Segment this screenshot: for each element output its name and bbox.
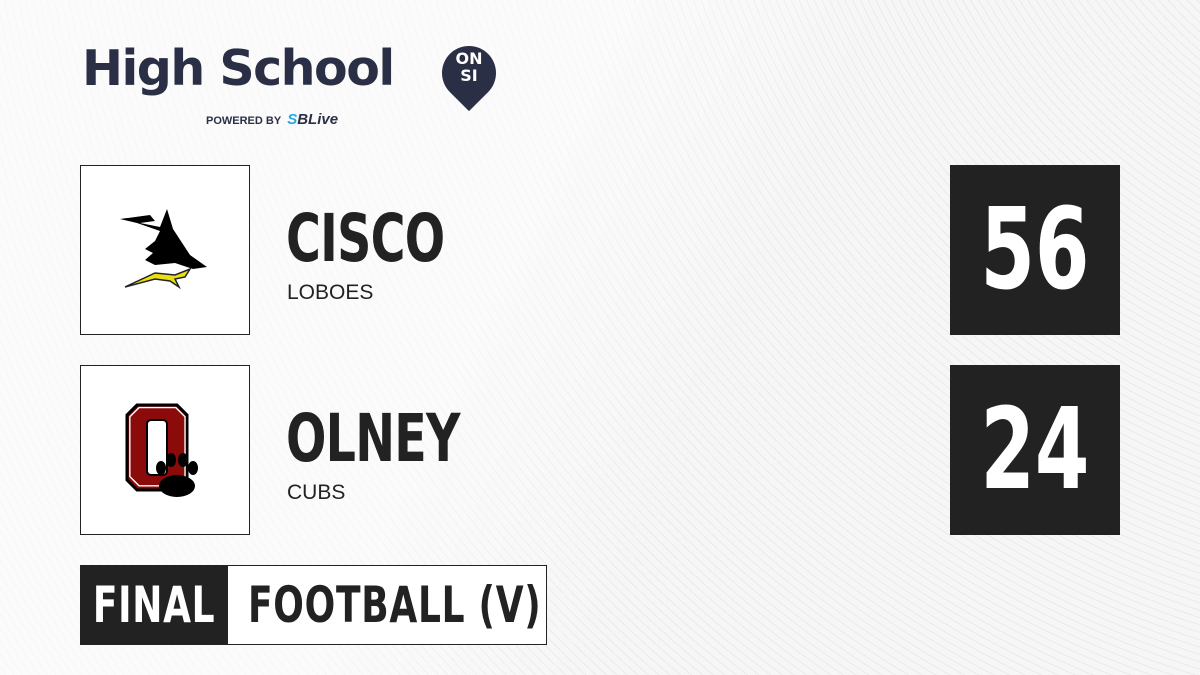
team-mascot: CUBS bbox=[287, 481, 346, 504]
powered-by: POWERED BY SBLive bbox=[206, 111, 339, 128]
game-status-bar: FINAL FOOTBALL (V) bbox=[80, 565, 547, 645]
team-logo-cisco bbox=[80, 165, 250, 335]
high-school-on-si-logo: High School ON SI POWERED BY SBLive bbox=[82, 34, 508, 128]
wolf-head-icon bbox=[120, 209, 207, 290]
brand-badge: ON SI bbox=[455, 49, 483, 85]
team-score: 24 bbox=[950, 365, 1120, 535]
sport-label: FOOTBALL (V) bbox=[248, 576, 542, 634]
team-name: CISCO bbox=[286, 200, 445, 277]
team-logo-olney bbox=[80, 365, 250, 535]
team-mascot: LOBOES bbox=[287, 281, 374, 304]
status-badge: FINAL bbox=[81, 566, 228, 644]
team-name: OLNEY bbox=[286, 400, 460, 477]
brand-title: High School bbox=[82, 40, 395, 97]
block-o-paw-icon bbox=[125, 403, 198, 497]
team-score: 56 bbox=[950, 165, 1120, 335]
